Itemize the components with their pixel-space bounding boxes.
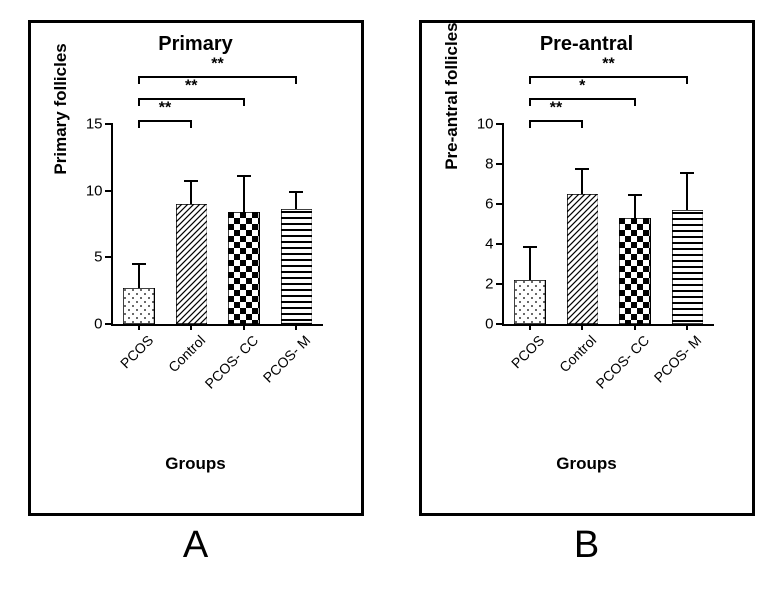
panel-b: Pre-antral Pre-antral follicles 0246810P… bbox=[419, 20, 755, 567]
panel-b-letter: B bbox=[419, 524, 755, 567]
xtick-label: PCOS bbox=[508, 332, 547, 371]
xtick bbox=[581, 324, 583, 330]
panel-a-chart: Primary follicles 051015PCOSControlPCOS-… bbox=[61, 64, 341, 364]
error-bar bbox=[581, 168, 583, 194]
error-cap bbox=[237, 175, 251, 177]
xtick bbox=[243, 324, 245, 330]
bar bbox=[281, 209, 313, 324]
ytick-label: 0 bbox=[485, 316, 503, 333]
sig-bracket bbox=[139, 98, 244, 100]
xtick bbox=[634, 324, 636, 330]
sig-label: ** bbox=[159, 99, 171, 117]
sig-bracket bbox=[530, 76, 688, 78]
ytick-label: 8 bbox=[485, 156, 503, 173]
panel-a: Primary Primary follicles 051015PCOSCont… bbox=[28, 20, 364, 567]
sig-drop bbox=[529, 98, 531, 106]
error-cap bbox=[132, 263, 146, 265]
error-bar bbox=[190, 180, 192, 204]
panel-b-ylabel: Pre-antral follicles bbox=[442, 22, 462, 169]
panel-a-ylabel: Primary follicles bbox=[51, 43, 71, 174]
panel-a-frame: Primary Primary follicles 051015PCOSCont… bbox=[28, 20, 364, 516]
bar bbox=[123, 288, 155, 324]
xtick-label: PCOS- CC bbox=[592, 332, 652, 392]
sig-label: ** bbox=[211, 55, 223, 73]
error-cap bbox=[628, 194, 642, 196]
xtick bbox=[190, 324, 192, 330]
ytick-label: 10 bbox=[86, 182, 113, 199]
ytick-label: 10 bbox=[477, 116, 504, 133]
bar bbox=[228, 212, 260, 324]
xtick-label: Control bbox=[556, 332, 599, 375]
panel-b-title: Pre-antral bbox=[432, 33, 742, 56]
xtick bbox=[138, 324, 140, 330]
panel-b-xlabel: Groups bbox=[432, 454, 742, 474]
panel-b-frame: Pre-antral Pre-antral follicles 0246810P… bbox=[419, 20, 755, 516]
ytick-label: 0 bbox=[94, 316, 112, 333]
ytick-label: 4 bbox=[485, 236, 503, 253]
figure-root: Primary Primary follicles 051015PCOSCont… bbox=[0, 0, 782, 567]
panel-b-plot: 0246810PCOSControlPCOS- CCPCOS- M***** bbox=[502, 124, 714, 326]
sig-drop bbox=[529, 120, 531, 128]
sig-bracket bbox=[530, 120, 583, 122]
xtick-label: Control bbox=[165, 332, 208, 375]
sig-bracket bbox=[139, 76, 297, 78]
error-bar bbox=[686, 172, 688, 210]
bar bbox=[672, 210, 704, 324]
sig-label: * bbox=[579, 77, 585, 95]
xtick bbox=[686, 324, 688, 330]
sig-drop bbox=[138, 98, 140, 106]
ytick-label: 6 bbox=[485, 196, 503, 213]
error-cap bbox=[680, 172, 694, 174]
xtick bbox=[295, 324, 297, 330]
sig-drop bbox=[138, 120, 140, 128]
ytick-label: 15 bbox=[86, 116, 113, 133]
error-bar bbox=[295, 191, 297, 210]
sig-bracket bbox=[139, 120, 192, 122]
sig-label: ** bbox=[550, 99, 562, 117]
panel-a-plot: 051015PCOSControlPCOS- CCPCOS- M****** bbox=[111, 124, 323, 326]
sig-drop bbox=[581, 120, 583, 128]
sig-drop bbox=[190, 120, 192, 128]
xtick-label: PCOS- M bbox=[260, 332, 314, 386]
error-cap bbox=[575, 168, 589, 170]
sig-label: ** bbox=[602, 55, 614, 73]
error-bar bbox=[243, 175, 245, 212]
error-bar bbox=[529, 246, 531, 280]
sig-label: ** bbox=[185, 77, 197, 95]
bar bbox=[176, 204, 208, 324]
error-cap bbox=[184, 180, 198, 182]
error-bar bbox=[634, 194, 636, 218]
error-bar bbox=[138, 263, 140, 288]
ytick-label: 2 bbox=[485, 276, 503, 293]
panel-b-chart: Pre-antral follicles 0246810PCOSControlP… bbox=[452, 64, 732, 364]
bar bbox=[514, 280, 546, 324]
error-cap bbox=[289, 191, 303, 193]
sig-drop bbox=[686, 76, 688, 84]
sig-drop bbox=[634, 98, 636, 106]
bar bbox=[567, 194, 599, 324]
sig-bracket bbox=[530, 98, 635, 100]
xtick-label: PCOS bbox=[117, 332, 156, 371]
xtick bbox=[529, 324, 531, 330]
error-cap bbox=[523, 246, 537, 248]
sig-drop bbox=[529, 76, 531, 84]
bar bbox=[619, 218, 651, 324]
xtick-label: PCOS- CC bbox=[201, 332, 261, 392]
panel-a-title: Primary bbox=[41, 33, 351, 56]
sig-drop bbox=[295, 76, 297, 84]
panel-a-letter: A bbox=[28, 524, 364, 567]
panel-a-xlabel: Groups bbox=[41, 454, 351, 474]
sig-drop bbox=[138, 76, 140, 84]
xtick-label: PCOS- M bbox=[651, 332, 705, 386]
ytick-label: 5 bbox=[94, 249, 112, 266]
sig-drop bbox=[243, 98, 245, 106]
